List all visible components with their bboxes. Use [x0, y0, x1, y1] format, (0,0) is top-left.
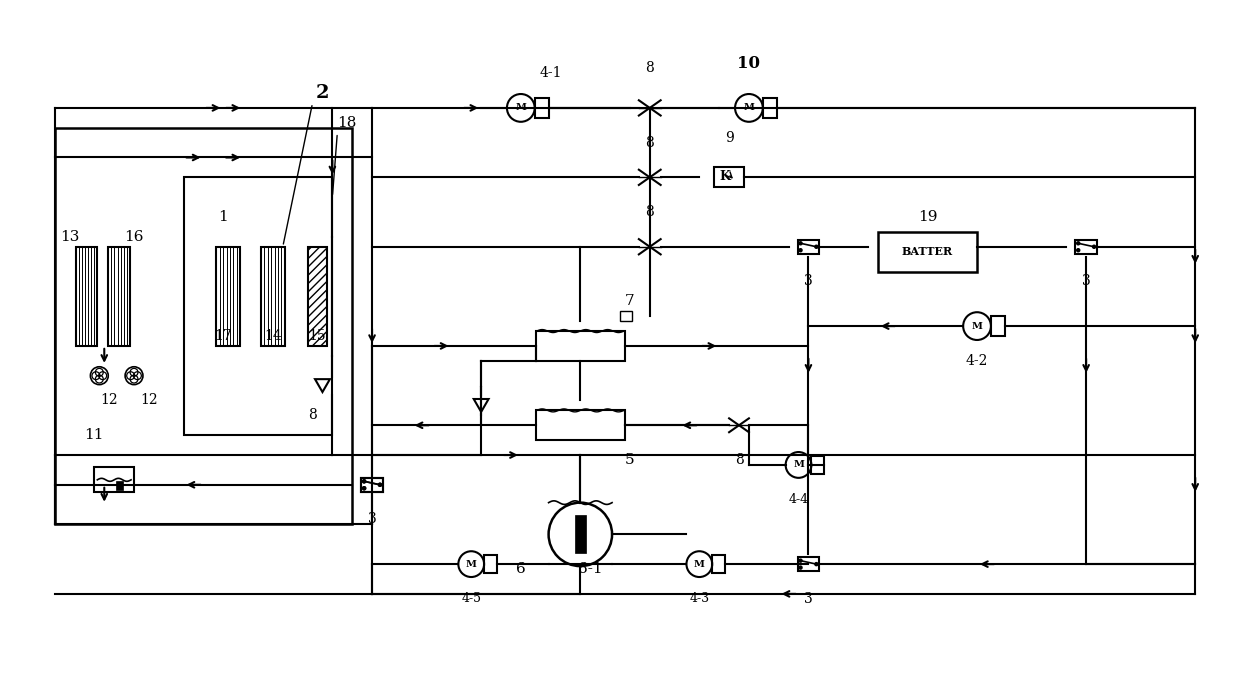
- Text: 12: 12: [100, 393, 118, 408]
- Bar: [620, 311, 632, 321]
- Text: 3: 3: [1081, 274, 1090, 289]
- Text: 4-5: 4-5: [461, 592, 481, 605]
- Text: 10: 10: [738, 55, 760, 72]
- Bar: [712, 555, 725, 573]
- Text: 8: 8: [645, 136, 655, 149]
- Circle shape: [800, 242, 802, 245]
- Bar: [361, 478, 383, 491]
- Bar: [991, 316, 1004, 336]
- Text: 8: 8: [734, 453, 744, 467]
- Text: 3: 3: [804, 274, 812, 289]
- Text: 18: 18: [337, 116, 357, 130]
- Bar: [76, 247, 97, 346]
- Text: 2: 2: [316, 84, 329, 102]
- Bar: [184, 177, 332, 435]
- Text: M: M: [516, 103, 526, 112]
- Circle shape: [363, 487, 366, 489]
- Circle shape: [800, 566, 802, 569]
- Bar: [575, 515, 585, 554]
- Circle shape: [815, 245, 817, 248]
- Text: M: M: [466, 560, 476, 569]
- Bar: [797, 240, 820, 254]
- Circle shape: [1092, 245, 1095, 248]
- Bar: [361, 478, 383, 491]
- Bar: [714, 168, 744, 187]
- Text: M: M: [744, 103, 754, 112]
- Circle shape: [800, 249, 802, 251]
- Bar: [878, 232, 977, 272]
- Text: 5: 5: [625, 453, 635, 467]
- Circle shape: [378, 483, 381, 486]
- Circle shape: [363, 480, 366, 483]
- Text: K: K: [719, 170, 730, 183]
- Text: 14: 14: [264, 329, 281, 343]
- Text: BATTER: BATTER: [901, 246, 954, 257]
- Bar: [94, 467, 134, 492]
- Text: 16: 16: [124, 230, 144, 244]
- Text: M: M: [972, 322, 982, 331]
- Text: 8: 8: [645, 205, 655, 219]
- Bar: [811, 456, 825, 474]
- Circle shape: [800, 560, 802, 562]
- Text: M: M: [794, 460, 804, 469]
- Circle shape: [1078, 242, 1079, 245]
- Bar: [260, 247, 285, 346]
- Circle shape: [1078, 249, 1079, 251]
- Bar: [797, 557, 820, 571]
- Text: 3: 3: [368, 512, 377, 527]
- Text: 8: 8: [309, 408, 317, 422]
- Circle shape: [363, 480, 366, 483]
- Bar: [308, 247, 327, 346]
- Text: 6: 6: [516, 562, 526, 576]
- Bar: [534, 98, 548, 118]
- Bar: [216, 247, 241, 346]
- Text: 3: 3: [804, 592, 812, 606]
- Text: 1: 1: [218, 210, 228, 224]
- Bar: [117, 481, 123, 490]
- Bar: [484, 555, 497, 573]
- Text: 4-2: 4-2: [966, 354, 988, 368]
- Bar: [536, 331, 625, 361]
- Text: 17: 17: [215, 329, 232, 343]
- Bar: [1075, 240, 1097, 254]
- Text: 11: 11: [84, 428, 104, 442]
- Text: M: M: [694, 560, 704, 569]
- Text: 15: 15: [309, 329, 326, 343]
- Text: 19: 19: [918, 210, 937, 224]
- Text: 6-1: 6-1: [578, 562, 603, 576]
- Text: 4-3: 4-3: [689, 592, 709, 605]
- Text: 8: 8: [645, 62, 655, 75]
- Bar: [536, 410, 625, 440]
- Circle shape: [378, 483, 381, 486]
- Bar: [55, 128, 352, 525]
- Bar: [108, 247, 130, 346]
- Text: 9: 9: [724, 130, 734, 145]
- Text: 4-4: 4-4: [789, 493, 808, 506]
- Circle shape: [815, 563, 817, 565]
- Text: 4-1: 4-1: [539, 66, 562, 80]
- Text: 13: 13: [60, 230, 79, 244]
- Text: 12: 12: [140, 393, 157, 408]
- Bar: [763, 98, 776, 118]
- Text: 7: 7: [625, 294, 635, 308]
- Circle shape: [363, 487, 366, 489]
